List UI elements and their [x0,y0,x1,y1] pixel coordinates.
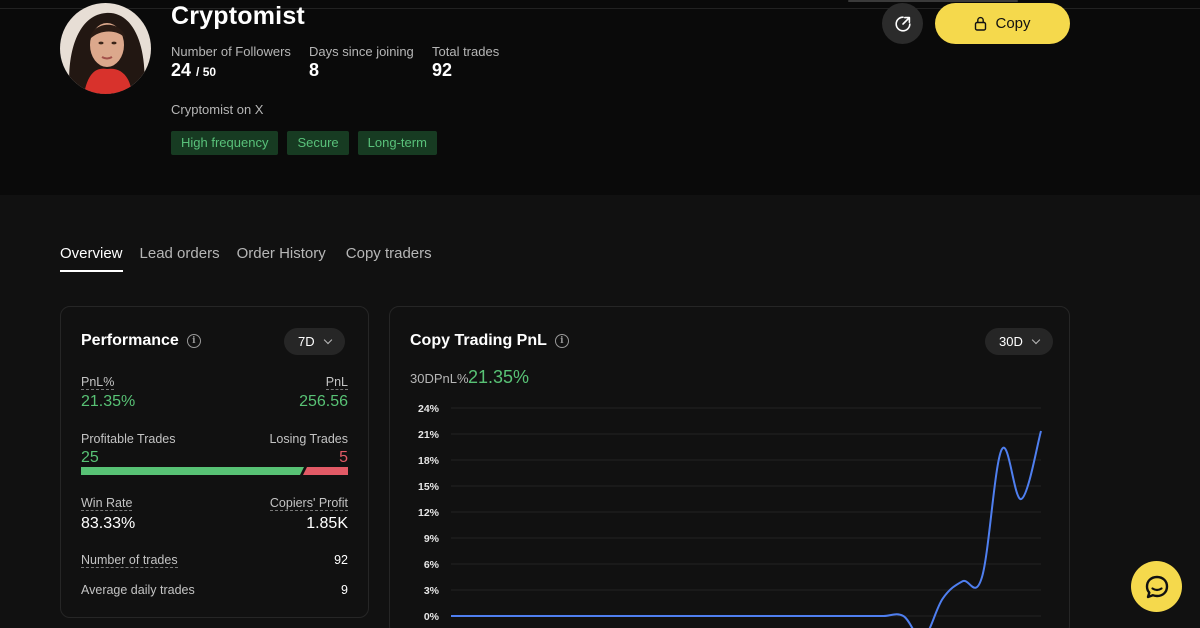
pnl-chart-title: Copy Trading PnL [410,332,547,349]
profile-header: Cryptomist Number of Followers 24 / 50 D… [0,0,1200,195]
win-loss-bar [81,467,348,475]
profitable-trades-value: 25 [81,449,99,466]
avatar [60,3,151,94]
pnl-series-line [450,430,1042,628]
win-rate-value: 83.33% [81,515,136,532]
info-icon[interactable]: i [186,334,201,348]
copiers-profit-value: 1.85K [306,515,348,532]
y-tick-label: 21% [418,429,440,441]
total-trades-value: 92 [432,60,453,80]
pnl-pct-value: 21.35% [81,393,136,410]
info-icon[interactable]: i [554,334,569,348]
pnl-chart-card: Copy Trading PnL i 30D 30DPnL% 21.35% 0%… [389,306,1070,628]
chevron-down-icon [1031,335,1041,345]
days-joined-label: Days since joining [309,44,414,59]
pnl-summary-value: 21.35% [468,367,530,387]
tab-lead-orders[interactable]: Lead orders [139,245,220,262]
y-tick-label: 0% [424,611,440,623]
profitable-trades-label: Profitable Trades [81,432,176,446]
tab-copy-traders[interactable]: Copy traders [345,245,432,262]
followers-value: 24 / 50 [171,60,216,81]
avg-daily-label: Average daily trades [81,583,195,597]
avg-daily-value: 9 [341,583,348,597]
pnl-period-select[interactable]: 30D [985,328,1053,355]
y-tick-label: 9% [424,533,440,545]
losing-trades-value: 5 [339,449,348,466]
followers-count: 24 [171,60,192,80]
tab-overview[interactable]: Overview [60,245,123,272]
performance-period-value: 7D [298,334,315,349]
pnl-label: PnL [325,375,348,390]
copy-button[interactable]: Copy [935,3,1070,44]
chevron-down-icon [323,335,332,345]
tab-bar: Overview Lead orders Order History Copy … [60,245,449,272]
y-tick-label: 15% [418,481,440,493]
followers-limit: / 50 [196,65,217,79]
tag-secure: Secure [287,131,349,155]
win-bar [81,467,304,475]
performance-title-row: Performance i [81,332,201,350]
copiers-profit-label: Copiers' Profit [269,496,348,511]
tab-order-history[interactable]: Order History [236,245,326,262]
lock-icon [975,16,987,31]
followers-label: Number of Followers [171,44,291,59]
loss-bar [303,467,348,475]
chat-icon [1145,575,1168,598]
y-tick-label: 18% [418,455,440,467]
performance-period-select[interactable]: 7D [284,328,345,355]
pnl-title-row: Copy Trading PnL i [410,332,569,350]
y-tick-label: 24% [418,403,440,415]
copy-button-label: Copy [995,15,1031,32]
total-trades-label: Total trades [432,44,500,59]
y-tick-label: 6% [424,559,440,571]
tag-high-frequency: High frequency [171,131,279,155]
y-tick-label: 3% [424,585,440,597]
share-button[interactable] [882,3,923,44]
pnl-period-value: 30D [999,334,1023,349]
pnl-line-chart: 0% 3% 6% 9% 12% 15% 18% 21% 24% [418,403,1042,628]
win-rate-label: Win Rate [81,496,133,511]
performance-title: Performance [81,332,179,349]
header-divider [0,8,1200,9]
num-trades-value: 92 [334,553,348,567]
num-trades-label: Number of trades [81,553,178,568]
scroll-indicator [848,0,1018,2]
chat-support-button[interactable] [1131,561,1182,612]
losing-trades-label: Losing Trades [269,432,348,446]
days-joined-value: 8 [309,60,320,80]
trader-name: Cryptomist [171,2,305,30]
tag-long-term: Long-term [357,131,437,155]
bio-text: Cryptomist on X [171,102,264,117]
performance-card: Performance i 7D PnL% 21.35% PnL 256.56 … [60,306,369,618]
pnl-pct-label: PnL% [81,375,115,390]
share-icon [894,15,911,32]
y-tick-label: 12% [418,507,440,519]
pnl-value: 256.56 [299,393,348,410]
pnl-summary-label: 30DPnL% [410,371,469,386]
tag-list: High frequency Secure Long-term [171,131,437,155]
